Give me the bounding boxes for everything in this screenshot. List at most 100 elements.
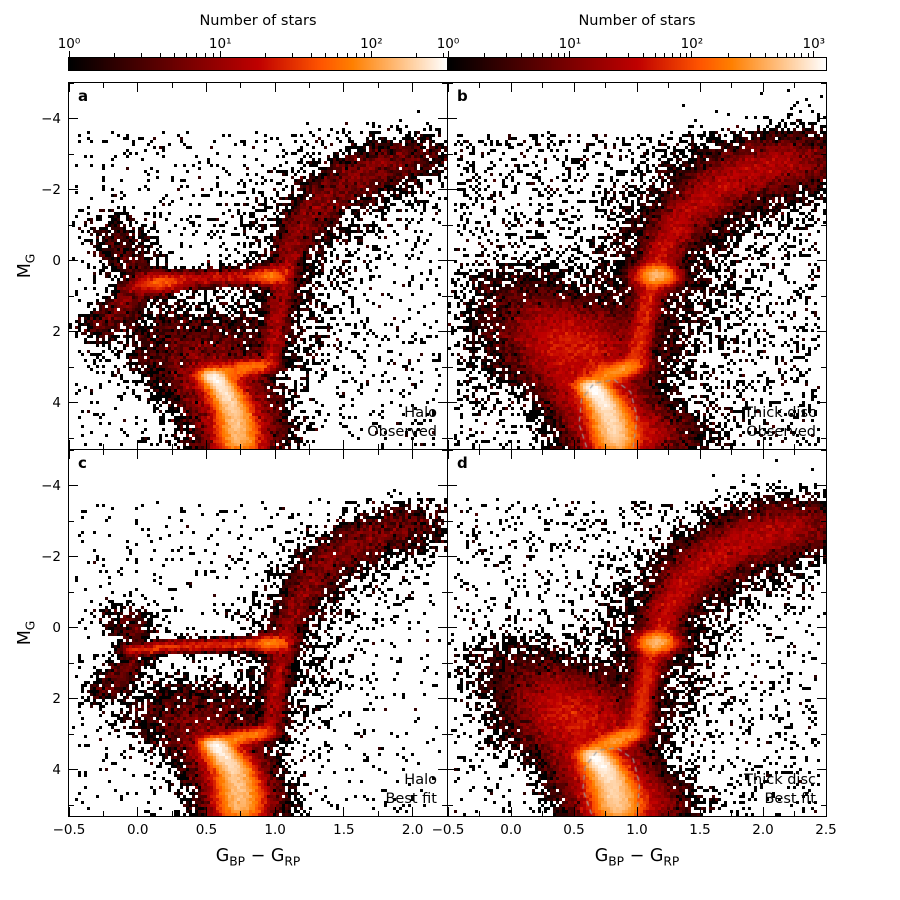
colorbar-major-tick bbox=[370, 51, 372, 57]
axis-tick bbox=[636, 807, 638, 816]
x-tick-label: 1.0 bbox=[626, 822, 648, 838]
corner-label-line1: Halo bbox=[404, 405, 437, 422]
density-heatmap-canvas bbox=[448, 83, 826, 449]
axis-tick bbox=[102, 450, 104, 455]
colorbar-minor-tick bbox=[672, 53, 674, 57]
y-tick-label: −2 bbox=[41, 181, 61, 198]
axis-tick bbox=[448, 698, 457, 700]
axis-tick bbox=[699, 440, 701, 449]
x-tick-label: 0.0 bbox=[126, 822, 149, 838]
colorbar-minor-tick bbox=[794, 53, 796, 57]
colorbar-major-tick bbox=[68, 51, 70, 57]
x-tick-label: 2.0 bbox=[401, 822, 424, 838]
axis-tick bbox=[542, 811, 543, 816]
colorbar-minor-tick bbox=[196, 53, 198, 57]
axis-tick bbox=[438, 698, 447, 700]
x-tick-label: 1.5 bbox=[333, 822, 355, 838]
panel-d-thick-disc-best-fit: d Thick disc Best fit bbox=[447, 449, 827, 817]
axis-tick bbox=[479, 450, 480, 455]
axis-tick bbox=[438, 769, 447, 771]
axis-tick bbox=[825, 807, 827, 816]
axis-tick bbox=[762, 440, 764, 449]
axis-tick bbox=[442, 366, 447, 368]
axis-tick bbox=[68, 450, 70, 459]
axis-tick bbox=[448, 331, 457, 333]
colorbar-minor-tick bbox=[310, 53, 312, 57]
axis-tick bbox=[636, 450, 638, 459]
colorbar-minor-tick bbox=[520, 53, 522, 57]
axis-tick bbox=[731, 811, 732, 816]
axis-tick bbox=[448, 520, 453, 522]
axis-tick bbox=[448, 449, 453, 451]
axis-tick bbox=[377, 450, 379, 455]
axis-tick bbox=[668, 444, 669, 449]
axis-tick bbox=[699, 83, 701, 92]
axis-tick bbox=[448, 82, 453, 84]
axis-tick bbox=[438, 556, 447, 558]
density-heatmap-canvas bbox=[448, 450, 826, 816]
axis-tick bbox=[817, 118, 826, 120]
axis-tick bbox=[438, 118, 447, 120]
axis-tick bbox=[69, 520, 74, 522]
axis-tick bbox=[343, 83, 345, 92]
axis-tick bbox=[343, 807, 345, 816]
axis-tick bbox=[171, 444, 173, 449]
y-tick-label: 0 bbox=[52, 619, 61, 636]
axis-tick bbox=[573, 450, 575, 459]
axis-tick bbox=[69, 556, 78, 558]
corner-label-line2: Observed bbox=[746, 424, 816, 441]
axis-tick bbox=[448, 189, 457, 191]
axis-tick bbox=[762, 450, 764, 459]
axis-tick bbox=[668, 450, 669, 455]
corner-label-line1: Halo bbox=[404, 772, 437, 789]
axis-tick bbox=[447, 807, 449, 816]
colorbar-minor-tick bbox=[186, 53, 188, 57]
axis-tick bbox=[309, 444, 311, 449]
axis-tick bbox=[102, 811, 104, 816]
axis-tick bbox=[69, 437, 74, 439]
axis-tick bbox=[412, 83, 414, 92]
colorbar-major-tick bbox=[691, 51, 693, 57]
axis-tick bbox=[274, 440, 276, 449]
axis-tick bbox=[731, 83, 732, 88]
axis-tick bbox=[69, 769, 78, 771]
axis-tick bbox=[573, 83, 575, 92]
axis-tick bbox=[69, 153, 74, 155]
axis-tick bbox=[821, 449, 826, 451]
axis-tick bbox=[821, 366, 826, 368]
colorbar-tick-label: 10³ bbox=[802, 36, 826, 52]
axis-tick bbox=[412, 807, 414, 816]
axis-tick bbox=[447, 83, 449, 92]
colorbar-minor-tick bbox=[159, 53, 161, 57]
panel-letter: d bbox=[457, 454, 468, 472]
panel-letter: a bbox=[78, 87, 89, 105]
axis-tick bbox=[102, 444, 104, 449]
axis-tick bbox=[69, 331, 78, 333]
axis-tick bbox=[605, 450, 606, 455]
axis-tick bbox=[442, 224, 447, 226]
y-tick-label: −2 bbox=[41, 548, 61, 565]
axis-tick bbox=[442, 733, 447, 735]
axis-tick bbox=[479, 811, 480, 816]
colorbar-minor-tick bbox=[654, 53, 656, 57]
colorbar-minor-tick bbox=[563, 53, 565, 57]
axis-tick bbox=[821, 82, 826, 84]
axis-tick bbox=[448, 224, 453, 226]
colorbar-minor-tick bbox=[764, 53, 766, 57]
axis-tick bbox=[205, 450, 207, 459]
axis-tick bbox=[821, 295, 826, 297]
colorbar-major-tick bbox=[569, 51, 571, 57]
axis-tick bbox=[573, 440, 575, 449]
colorbar-minor-tick bbox=[642, 53, 644, 57]
colorbar-major-tick bbox=[219, 51, 221, 57]
axis-tick bbox=[762, 807, 764, 816]
colorbar-major-tick bbox=[447, 51, 449, 57]
colorbar-gradient-canvas bbox=[69, 58, 447, 70]
axis-tick bbox=[68, 807, 70, 816]
corner-label-line1: Thick disc bbox=[744, 772, 816, 789]
axis-tick bbox=[448, 437, 453, 439]
panel-c-halo-best-fit: c Halo Best fit bbox=[68, 449, 448, 817]
colorbar-tick-label: 10² bbox=[360, 36, 383, 52]
axis-tick bbox=[69, 260, 78, 262]
